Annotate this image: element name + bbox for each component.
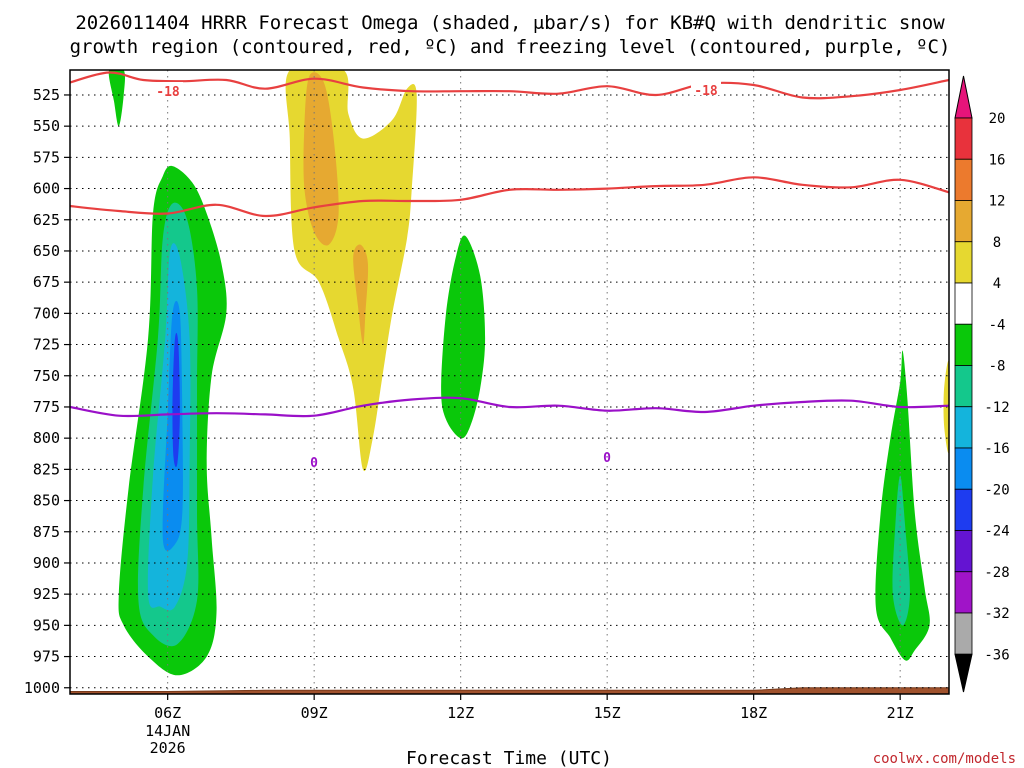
y-tick-label-575: 575 xyxy=(33,148,60,166)
terrain-layer xyxy=(70,687,949,694)
omega-region-upward-12z-levelm4 xyxy=(441,235,486,439)
chart-title-line-1: 2026011404 HRRR Forecast Omega (shaded, … xyxy=(75,12,945,34)
y-tick-label-875: 875 xyxy=(33,523,60,541)
x-tick-sublabel-year: 2026 xyxy=(150,739,186,757)
dgz-label-right-bg xyxy=(691,81,721,95)
y-tick-label-825: 825 xyxy=(33,460,60,478)
freezing-label-left-bg xyxy=(308,453,320,467)
y-tick-label-800: 800 xyxy=(33,429,60,447)
y-tick-label-975: 975 xyxy=(33,648,60,666)
colorbar-label-16: 16 xyxy=(989,152,1006,168)
freezing-label-right: 0 xyxy=(603,451,611,466)
y-tick-label-1000: 1000 xyxy=(24,679,60,697)
y-tick-label-775: 775 xyxy=(33,398,60,416)
y-tick-label-650: 650 xyxy=(33,242,60,260)
omega-region-downward-09z-level8 xyxy=(303,72,339,246)
y-tick-label-525: 525 xyxy=(33,86,60,104)
freezing-label-right-bg xyxy=(601,449,613,463)
terrain-ground xyxy=(70,687,949,694)
colorbar-label-m36: -36 xyxy=(984,647,1009,663)
x-tick-label-18z: 18Z xyxy=(740,704,767,722)
colorbar-label-8: 8 xyxy=(993,235,1001,251)
colorbar-bin-16to20 xyxy=(954,117,973,160)
y-tick-label-950: 950 xyxy=(33,616,60,634)
y-tick-label-600: 600 xyxy=(33,180,60,198)
y-tick-label-625: 625 xyxy=(33,211,60,229)
dgz-bottom-contour xyxy=(70,176,949,218)
omega-region-downward-10z-level8 xyxy=(353,244,369,345)
x-tick-label-09z: 09Z xyxy=(301,704,328,722)
colorbar-bin-m12tom8 xyxy=(954,365,973,408)
colorbar-bin-m16tom12 xyxy=(954,406,973,449)
y-axis: 525 550 575 600 625 650 675 700 725 750 775 800 825 8… xyxy=(24,86,70,697)
colorbar-label-m16: -16 xyxy=(984,441,1009,457)
colorbar-label-m32: -32 xyxy=(984,606,1009,622)
colorbar-under-arrow xyxy=(954,653,973,693)
colorbar-label-m8: -8 xyxy=(989,359,1006,375)
colorbar-over-arrow xyxy=(954,75,973,119)
x-tick-sublabel-date: 14JAN xyxy=(145,722,190,740)
x-tick-label-06z: 06Z xyxy=(154,704,181,722)
y-tick-label-850: 850 xyxy=(33,492,60,510)
colorbar-bin-m24tom20 xyxy=(954,488,973,531)
colorbar-bin-m20tom16 xyxy=(954,447,973,490)
omega-region-upward-upper-05z-levelm4 xyxy=(108,70,126,127)
omega-region-upward-21z-levelm8 xyxy=(892,475,910,626)
colorbar-bin-m8tom4 xyxy=(954,323,973,366)
dgz-label-right: -18 xyxy=(694,84,718,99)
x-tick-label-21z: 21Z xyxy=(887,704,914,722)
omega-shading-layer xyxy=(108,70,949,676)
dgz-label-left: -18 xyxy=(156,85,180,100)
contour-layer xyxy=(70,71,949,467)
dgz-label-left-bg xyxy=(153,82,183,96)
colorbar-label-m12: -12 xyxy=(984,400,1009,416)
y-tick-label-550: 550 xyxy=(33,117,60,135)
freezing-level-contour xyxy=(70,396,949,418)
y-tick-label-750: 750 xyxy=(33,367,60,385)
colorbar-bin-m28tom24 xyxy=(954,530,973,573)
colorbar-bin-m36tom32 xyxy=(954,612,973,655)
freezing-label-left: 0 xyxy=(310,456,318,471)
grid-layer xyxy=(70,70,949,694)
colorbar-bin-m4to4 xyxy=(954,282,973,325)
colorbar-label-m24: -24 xyxy=(984,524,1009,540)
colorbar-bin-12to16 xyxy=(954,158,973,201)
y-tick-label-900: 900 xyxy=(33,554,60,572)
colorbar-label-m20: -20 xyxy=(984,482,1009,498)
y-tick-label-675: 675 xyxy=(33,273,60,291)
colorbar-label-m28: -28 xyxy=(984,565,1009,581)
dgz-top-contour xyxy=(70,71,949,100)
colorbar-bin-m32tom28 xyxy=(954,571,973,614)
credit-text: coolwx.com/models xyxy=(873,751,1016,767)
colorbar-label-12: 12 xyxy=(989,194,1006,210)
x-tick-label-12z: 12Z xyxy=(447,704,474,722)
x-axis-title: Forecast Time (UTC) xyxy=(406,748,612,768)
y-tick-label-725: 725 xyxy=(33,336,60,354)
chart-title-line-2: growth region (contoured, red, ºC) and f… xyxy=(70,36,951,58)
colorbar-label-20: 20 xyxy=(989,111,1006,127)
y-tick-label-925: 925 xyxy=(33,585,60,603)
plot-area xyxy=(70,70,949,694)
colorbar: 20 16 12 8 4 -4 -8 -12 -16 -20 -24 -28 -32 -36 xyxy=(954,75,1010,693)
colorbar-label-4: 4 xyxy=(993,276,1001,292)
colorbar-label-m4: -4 xyxy=(989,317,1006,333)
y-tick-label-700: 700 xyxy=(33,304,60,322)
omega-region-upward-core-06z-levelm20 xyxy=(172,332,180,468)
colorbar-bin-8to12 xyxy=(954,200,973,243)
x-tick-label-15z: 15Z xyxy=(594,704,621,722)
plot-frame xyxy=(69,69,950,695)
colorbar-bin-4to8 xyxy=(954,241,973,284)
